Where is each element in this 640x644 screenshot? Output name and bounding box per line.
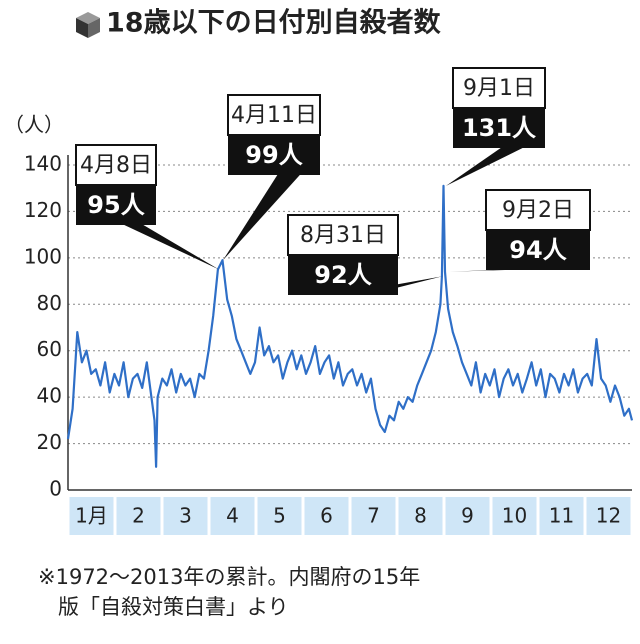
x-tick-label: 9 — [461, 504, 474, 528]
x-tick-label: 3 — [179, 504, 192, 528]
month-band — [398, 497, 443, 535]
callout-pointer — [223, 173, 302, 261]
month-band — [445, 497, 490, 535]
month-band — [116, 497, 161, 535]
month-band — [539, 497, 584, 535]
x-tick-label: 6 — [320, 504, 333, 528]
y-tick-label: 120 — [24, 198, 62, 222]
callout-date: 9月2日 — [502, 198, 574, 223]
callout: 4月11日 99人 — [223, 94, 321, 261]
footnote: 版「自殺対策白書」より — [58, 595, 289, 619]
callout-value: 92人 — [314, 261, 371, 289]
y-tick-label: 0 — [49, 477, 62, 501]
callout-value: 94人 — [509, 236, 566, 264]
callout-value-box — [228, 135, 320, 175]
x-tick-label: 11 — [549, 504, 574, 528]
x-tick-label: 7 — [367, 504, 380, 528]
title-icon — [76, 12, 100, 38]
month-band — [257, 497, 302, 535]
callout-date: 4月8日 — [80, 153, 152, 178]
x-tick-label: 12 — [596, 504, 621, 528]
x-tick-label: 4 — [226, 504, 239, 528]
y-tick-label: 100 — [24, 244, 62, 268]
callout-value: 95人 — [87, 191, 144, 219]
chart-title: 18歳以下の日付別自殺者数 — [106, 7, 442, 39]
callout-value-box — [288, 255, 398, 295]
x-tick-label: 1月 — [75, 504, 108, 528]
callout: 8月31日 92人 — [287, 214, 442, 295]
callout-pointer — [446, 146, 527, 186]
callout-date: 4月11日 — [231, 103, 317, 128]
callout-value-box — [76, 185, 156, 225]
callout-value-box — [486, 230, 590, 270]
y-axis-label: （人） — [4, 113, 64, 137]
callout: 4月8日 95人 — [75, 144, 219, 270]
x-tick-label: 5 — [273, 504, 286, 528]
data-line — [66, 184, 634, 468]
callout-date-box — [485, 189, 591, 231]
callout-date: 9月1日 — [463, 76, 535, 101]
x-tick-label: 2 — [132, 504, 145, 528]
callout-value: 131人 — [462, 114, 536, 142]
month-band — [586, 497, 631, 535]
callout-value: 99人 — [245, 141, 302, 169]
footnote: ※1972～2013年の累計。内閣府の15年 — [38, 565, 420, 589]
callout-value-box — [453, 108, 545, 148]
month-band — [163, 497, 208, 535]
y-tick-label: 40 — [37, 384, 62, 408]
y-tick-label: 20 — [37, 430, 62, 454]
y-tick-label: 80 — [37, 291, 62, 315]
x-tick-label: 8 — [414, 504, 427, 528]
month-band — [492, 497, 537, 535]
callout-date-box — [75, 144, 157, 186]
callout: 9月2日 94人 — [449, 189, 591, 272]
callout-date: 8月31日 — [300, 223, 386, 248]
month-band — [304, 497, 349, 535]
y-tick-label: 140 — [24, 152, 62, 176]
callout-date-box — [452, 67, 546, 109]
y-tick-label: 60 — [37, 337, 62, 361]
month-band — [210, 497, 255, 535]
month-band — [351, 497, 396, 535]
callout-date-box — [227, 94, 321, 136]
callout-date-box — [287, 214, 399, 256]
callout: 9月1日 131人 — [446, 67, 546, 186]
x-tick-label: 10 — [502, 504, 527, 528]
month-band — [69, 497, 114, 535]
callout-pointer — [120, 223, 219, 270]
